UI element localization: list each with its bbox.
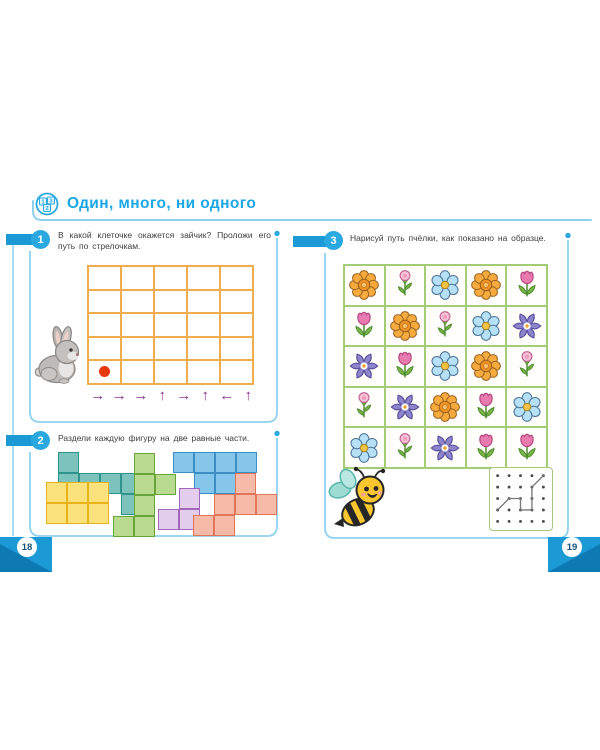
rosebud-flower-icon: [384, 265, 426, 306]
page-number-left: 18: [17, 537, 37, 557]
header-rule: [32, 200, 592, 221]
grid-cell: [220, 289, 253, 313]
tulip-flower-icon: [506, 427, 547, 468]
grid-cell: [220, 360, 253, 384]
blue-flower-icon: [465, 305, 507, 347]
exercise3-badge: 3: [324, 231, 343, 250]
grid-cell: [88, 266, 121, 290]
badge-bar-1: [6, 234, 38, 245]
rosebud-flower-icon: [344, 386, 385, 428]
exercise2-frame: [29, 438, 278, 537]
orange-flower-icon: [465, 265, 507, 306]
page-title: Один, много, ни одного: [67, 195, 257, 212]
grid-cell: [121, 313, 154, 337]
purple-flower-icon: [344, 346, 385, 387]
grid-cell: [121, 266, 154, 290]
grid-cell: [154, 360, 187, 384]
grid-cell: [154, 313, 187, 337]
flower-grid[interactable]: [343, 264, 548, 469]
blue-flower-icon: [425, 346, 466, 387]
page-number-right: 19: [562, 537, 582, 557]
exercise3-frame: [324, 240, 569, 539]
grid-cell: [220, 266, 253, 290]
orange-flower-icon: [425, 386, 466, 428]
arrow-right-icon: →: [133, 387, 149, 404]
svg-text:1: 1: [41, 199, 44, 205]
tulip-flower-icon: [344, 305, 385, 347]
grid-cell: [121, 289, 154, 313]
tulip-flower-icon: [384, 346, 426, 387]
arrow-sequence: → → → ↑ → ↑ ← ↑: [87, 387, 261, 405]
orange-flower-icon: [465, 346, 507, 387]
sample-path-box: [489, 467, 553, 531]
grid-cell: [88, 360, 121, 384]
rosebud-flower-icon: [425, 305, 466, 347]
blue-flower-icon: [425, 265, 466, 306]
grid-cell: [220, 313, 253, 337]
orange-flower-icon: [384, 305, 426, 347]
tulip-flower-icon: [506, 265, 547, 306]
svg-text:2: 2: [45, 206, 48, 212]
badge-bar-2: [6, 435, 38, 446]
exercise1-frame: [29, 238, 278, 423]
tulip-flower-icon: [465, 386, 507, 428]
blue-flower-icon: [344, 427, 385, 468]
exercise1-badge: 1: [31, 230, 50, 249]
grid-cell: [187, 336, 220, 360]
sample-path-drawing: [496, 474, 545, 523]
grid-cell: [88, 336, 121, 360]
arrow-up-icon: ↑: [244, 387, 253, 404]
grid-cell: [187, 360, 220, 384]
exercise2-badge: 2: [31, 431, 50, 450]
arrow-right-icon: →: [111, 387, 127, 404]
blue-flower-icon: [506, 386, 547, 428]
grid-cell: [187, 266, 220, 290]
purple-flower-icon: [425, 427, 466, 468]
arrow-up-icon: ↑: [201, 387, 210, 404]
grid-cell: [88, 289, 121, 313]
rosebud-flower-icon: [384, 427, 426, 468]
svg-text:3: 3: [49, 198, 52, 204]
grid-cell: [187, 313, 220, 337]
grid-cell: [121, 360, 154, 384]
rabbit-illustration: [34, 325, 80, 384]
tulip-flower-icon: [465, 427, 507, 468]
grid-cell: [154, 266, 187, 290]
exercise3-task: Нарисуй путь пчёлки, как показано на обр…: [350, 233, 546, 243]
grid-cell: [220, 336, 253, 360]
purple-flower-icon: [384, 386, 426, 428]
exercise1-task: В какой клеточке окажется зайчик? Пролож…: [58, 230, 271, 251]
grid-cell: [154, 289, 187, 313]
rabbit-path-grid[interactable]: [87, 265, 254, 385]
exercise2-task: Раздели каждую фигуру на две равные част…: [58, 433, 250, 443]
rosebud-flower-icon: [506, 346, 547, 387]
badge-bar-3: [293, 236, 331, 247]
start-dot: [99, 366, 110, 378]
arrow-up-icon: ↑: [158, 387, 167, 404]
grid-cell: [154, 336, 187, 360]
grid-cell: [187, 289, 220, 313]
counting-cubes-icon: 1 3 2: [35, 192, 59, 216]
arrow-right-icon: →: [176, 387, 192, 404]
grid-cell: [88, 313, 121, 337]
bee-illustration: [328, 466, 386, 531]
arrow-left-icon: ←: [219, 387, 235, 404]
arrow-right-icon: →: [90, 387, 106, 404]
orange-flower-icon: [344, 265, 385, 306]
grid-cell: [121, 336, 154, 360]
purple-flower-icon: [506, 305, 547, 347]
